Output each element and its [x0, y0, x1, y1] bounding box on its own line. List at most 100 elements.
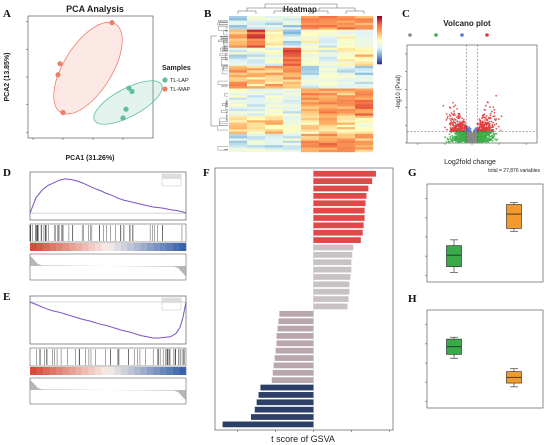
- volcano-point: [452, 101, 455, 104]
- volcano-point: [478, 125, 481, 128]
- heatmap-cell: [265, 149, 284, 153]
- heatmap-cell: [229, 77, 248, 80]
- volcano-point: [483, 123, 486, 126]
- heatmap-cell: [247, 120, 266, 123]
- heatmap-cell: [319, 29, 338, 33]
- volcano-point: [462, 134, 465, 137]
- heatmap-cell: [301, 99, 320, 103]
- heatmap-cell: [301, 131, 320, 135]
- heatmap-cell: [319, 34, 338, 37]
- volcano-point: [458, 116, 461, 119]
- heatmap-colorbar-segment: [377, 62, 382, 65]
- heatmap-cell: [319, 115, 338, 119]
- heatmap-cell: [247, 115, 266, 119]
- gsva-bar: [222, 421, 314, 428]
- gsea-metric-area: [30, 379, 186, 401]
- volcano-point: [493, 115, 496, 118]
- volcano-point: [454, 104, 457, 107]
- heatmap-cell: [301, 120, 320, 123]
- heatmap-cell: [337, 63, 356, 67]
- heatmap-cell: [319, 136, 338, 139]
- heatmap-row-branch: [226, 111, 228, 117]
- heatmap-cell: [229, 138, 248, 141]
- volcano-point: [451, 136, 454, 139]
- heatmap-cell: [265, 34, 284, 37]
- gsva-bar: [313, 274, 351, 280]
- heatmap-row-branch: [223, 48, 228, 51]
- heatmap-colorbar-segment: [377, 28, 382, 31]
- heatmap-colorbar-segment: [377, 22, 382, 25]
- heatmap-cell: [301, 18, 320, 21]
- heatmap-cell: [265, 106, 284, 110]
- heatmap-row-branch: [218, 26, 228, 31]
- panel-label-d: D: [3, 167, 11, 179]
- volcano-point: [453, 114, 456, 116]
- heatmap-cell: [319, 106, 338, 110]
- heatmap-cell: [337, 142, 356, 146]
- heatmap-cell: [283, 68, 302, 71]
- heatmap-cell: [265, 38, 284, 42]
- volcano-point: [449, 137, 452, 140]
- heatmap-cell: [229, 16, 248, 19]
- heatmap-row-branch: [223, 40, 228, 44]
- heatmap-cell: [229, 74, 248, 78]
- heatmap-cell: [301, 36, 320, 39]
- heatmap-cell: [283, 27, 302, 30]
- gsea-rank-strip-cell: [153, 243, 161, 251]
- gsva-bar-panel: t score of GSVA: [214, 167, 394, 444]
- heatmap-cell: [337, 97, 356, 101]
- heatmap-cell: [301, 108, 320, 112]
- heatmap-cell: [337, 65, 356, 69]
- pca-point-lap: [120, 115, 126, 121]
- heatmap-cell: [355, 59, 374, 62]
- heatmap-cell: [265, 22, 284, 26]
- panel-label-e: E: [3, 291, 10, 303]
- heatmap-cell: [301, 52, 320, 55]
- gsva-bar: [313, 251, 353, 258]
- heatmap-cell: [265, 127, 284, 130]
- gsea-panel-d: [29, 171, 187, 281]
- volcano-point: [454, 122, 457, 125]
- volcano-title: Volcano plot: [443, 19, 491, 28]
- heatmap-cell: [301, 88, 320, 91]
- heatmap-cell: [229, 63, 248, 67]
- heatmap-cell: [319, 18, 338, 21]
- heatmap-cell: [265, 31, 284, 35]
- volcano-point: [484, 121, 486, 124]
- volcano-point: [474, 127, 477, 130]
- heatmap-cell: [283, 142, 302, 146]
- heatmap-cell: [337, 147, 356, 150]
- heatmap-cell: [355, 25, 374, 28]
- heatmap-cell: [355, 56, 374, 60]
- heatmap-cell: [337, 124, 356, 128]
- gsea-rank-strip-cell: [140, 243, 148, 251]
- volcano-point: [456, 129, 458, 132]
- heatmap-cell: [247, 79, 266, 82]
- heatmap-cell: [337, 16, 356, 19]
- heatmap-cell: [301, 65, 320, 69]
- heatmap-cell: [301, 129, 320, 132]
- heatmap-cell: [355, 133, 374, 137]
- heatmap-cell: [247, 104, 266, 107]
- volcano-point: [453, 132, 456, 135]
- volcano-point: [458, 120, 461, 123]
- heatmap-cell: [265, 115, 284, 119]
- heatmap-cell: [301, 90, 320, 94]
- heatmap-cell: [283, 45, 302, 48]
- volcano-point: [480, 139, 483, 142]
- gsva-bar: [279, 310, 314, 317]
- heatmap-cell: [229, 120, 248, 123]
- heatmap-cell: [229, 136, 248, 139]
- heatmap-cell: [265, 29, 284, 33]
- volcano-point: [487, 125, 490, 127]
- volcano-point: [485, 131, 488, 134]
- gsea-rank-strip-cell: [30, 367, 37, 375]
- volcano-point: [472, 131, 474, 134]
- heatmap-cell: [337, 25, 356, 28]
- heatmap-cell: [265, 52, 284, 55]
- panel-label-a: A: [3, 8, 11, 20]
- heatmap-cell: [301, 127, 320, 130]
- heatmap-cell: [337, 111, 356, 114]
- heatmap-cell: [355, 140, 374, 144]
- heatmap-row-branch: [217, 125, 228, 131]
